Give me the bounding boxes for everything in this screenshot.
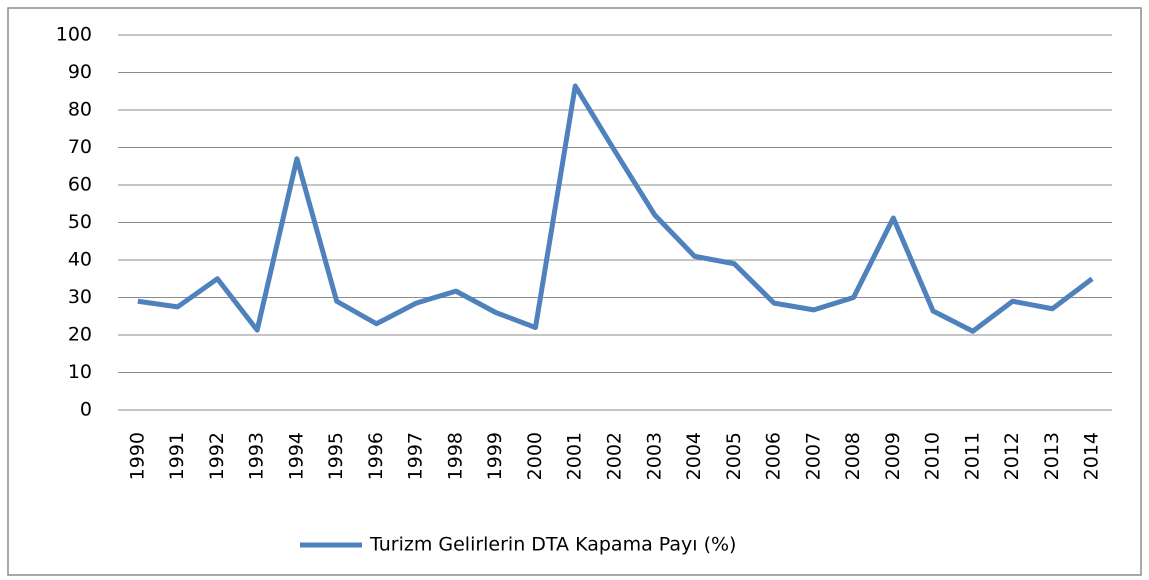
y-tick-label: 0 [80, 399, 92, 421]
x-tick-label: 2005 [723, 432, 745, 480]
y-tick-label: 90 [68, 61, 92, 83]
y-tick-label: 80 [68, 99, 92, 121]
x-tick-label: 2013 [1041, 432, 1063, 480]
x-tick-label: 1995 [325, 432, 347, 480]
y-tick-label: 100 [56, 24, 92, 46]
x-tick-label: 1996 [365, 432, 387, 480]
y-tick-label: 10 [68, 361, 92, 383]
y-tick-label: 30 [68, 286, 92, 308]
x-tick-label: 1993 [246, 432, 268, 480]
x-tick-label: 1997 [405, 432, 427, 480]
x-tick-label: 2012 [1001, 432, 1023, 480]
x-tick-label: 2014 [1081, 432, 1103, 480]
y-tick-label: 50 [68, 211, 92, 233]
legend-label: Turizm Gelirlerin DTA Kapama Payı (%) [369, 534, 736, 556]
x-tick-label: 1991 [166, 432, 188, 480]
x-tick-label: 1999 [484, 432, 506, 480]
x-tick-label: 2008 [842, 432, 864, 480]
x-tick-label: 2007 [802, 432, 824, 480]
x-tick-label: 2000 [524, 432, 546, 480]
x-tick-label: 1994 [285, 432, 307, 480]
y-tick-label: 20 [68, 324, 92, 346]
y-tick-label: 40 [68, 249, 92, 271]
x-tick-label: 2003 [643, 432, 665, 480]
x-tick-label: 2011 [961, 432, 983, 480]
data-line [137, 83, 1094, 334]
x-tick-label: 2001 [564, 432, 586, 480]
x-tick-label: 2002 [604, 432, 626, 480]
y-tick-label: 70 [68, 136, 92, 158]
x-tick-label: 2004 [683, 432, 705, 480]
y-tick-label: 60 [68, 174, 92, 196]
x-tick-label: 1990 [126, 432, 148, 480]
x-tick-label: 2006 [763, 432, 785, 480]
x-tick-label: 2009 [882, 432, 904, 480]
x-tick-label: 2010 [922, 432, 944, 480]
x-tick-label: 1992 [206, 432, 228, 480]
x-tick-label: 1998 [444, 432, 466, 480]
